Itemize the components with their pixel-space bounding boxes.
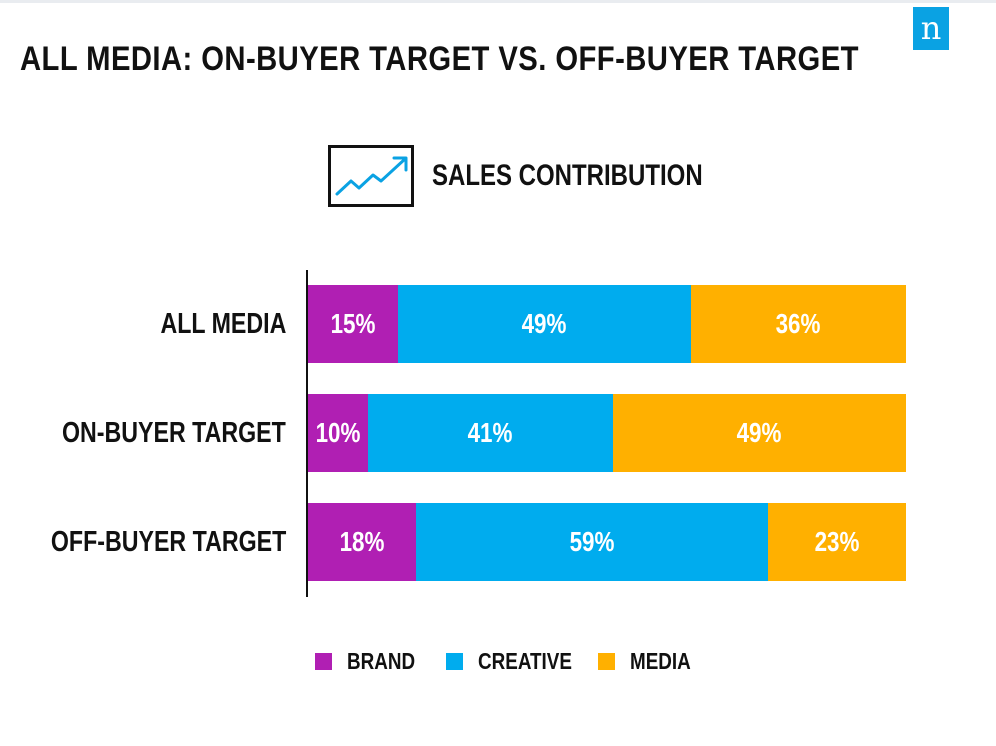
- bar-segment-creative-off-buyer-target: 59%: [415, 503, 769, 581]
- legend-label-creative: CREATIVE: [478, 647, 572, 674]
- bar-row-all-media: 15% 49% 36%: [308, 285, 906, 363]
- category-label-on-buyer-target: ON-BUYER TARGET: [62, 417, 286, 449]
- bar-segment-creative-on-buyer-target: 41%: [367, 394, 613, 472]
- legend-swatch-creative: [446, 652, 463, 670]
- chart-subtitle: SALES CONTRIBUTION: [432, 159, 703, 192]
- bar-row-off-buyer-target: 18% 59% 23%: [308, 503, 906, 581]
- bar-segment-media-on-buyer-target: 49%: [612, 394, 906, 472]
- data-label-media-all-media: 36%: [775, 308, 821, 339]
- category-axis: [306, 270, 308, 597]
- bar-segment-brand-off-buyer-target: 18%: [308, 503, 416, 581]
- data-label-brand-all-media: 15%: [330, 308, 376, 339]
- legend-label-brand: BRAND: [347, 647, 416, 674]
- trend-line-icon: [335, 156, 408, 196]
- data-label-creative-on-buyer-target: 41%: [467, 417, 513, 448]
- trend-chart-icon: [328, 145, 414, 207]
- data-label-media-off-buyer-target: 23%: [814, 526, 860, 557]
- data-label-creative-all-media: 49%: [521, 308, 567, 339]
- bar-segment-brand-on-buyer-target: 10%: [308, 394, 368, 472]
- bar-segment-media-all-media: 36%: [690, 285, 906, 363]
- legend-item-media: MEDIA: [598, 647, 704, 674]
- legend-label-media: MEDIA: [630, 647, 691, 674]
- bar-segment-brand-all-media: 15%: [308, 285, 398, 363]
- top-rule: [0, 0, 996, 3]
- legend-item-brand: BRAND: [315, 647, 430, 674]
- nielsen-logo-icon: n: [913, 7, 949, 50]
- data-label-media-on-buyer-target: 49%: [737, 417, 782, 448]
- data-label-creative-off-buyer-target: 59%: [569, 526, 615, 557]
- legend-swatch-brand: [315, 652, 332, 670]
- legend-swatch-media: [598, 652, 615, 670]
- bar-row-on-buyer-target: 10% 41% 49%: [308, 394, 906, 472]
- legend-item-creative: CREATIVE: [446, 647, 593, 674]
- bar-segment-media-off-buyer-target: 23%: [768, 503, 906, 581]
- bar-segment-creative-all-media: 49%: [397, 285, 691, 363]
- data-label-brand-on-buyer-target: 10%: [315, 417, 361, 448]
- page-title: ALL MEDIA: ON-BUYER TARGET VS. OFF-BUYER…: [20, 40, 859, 78]
- category-label-all-media: ALL MEDIA: [160, 308, 286, 340]
- data-label-brand-off-buyer-target: 18%: [339, 526, 385, 557]
- category-label-off-buyer-target: OFF-BUYER TARGET: [50, 526, 286, 558]
